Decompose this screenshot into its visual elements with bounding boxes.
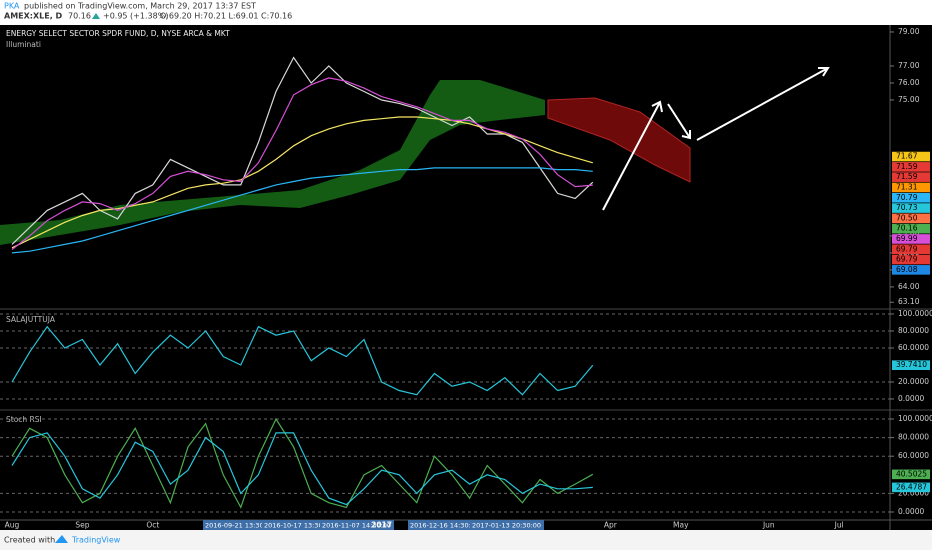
author: PKA bbox=[4, 2, 20, 11]
change: +0.95 (+1.38%) bbox=[103, 12, 168, 21]
axis-value-box bbox=[892, 213, 930, 224]
panel-subtitle: Illuminati bbox=[6, 40, 41, 49]
y-tick-label: 100.0000 bbox=[898, 414, 932, 423]
ohlc: O:69.20 H:70.21 L:69.01 C:70.16 bbox=[160, 12, 292, 21]
time-label-box bbox=[408, 520, 482, 530]
axis-value-box bbox=[892, 192, 930, 203]
ichimoku-cloud bbox=[0, 80, 545, 245]
time-label: 2016-11-07 14:30:00 bbox=[322, 522, 391, 530]
up-icon bbox=[92, 13, 100, 19]
series-line bbox=[11, 56, 594, 245]
axis-value-label: 69.79 bbox=[896, 255, 918, 264]
y-tick-label: 79.00 bbox=[898, 27, 920, 36]
x-tick-label: Jul bbox=[834, 521, 844, 530]
axis-value-label: 26.4787 bbox=[896, 482, 927, 491]
axis-value-box bbox=[892, 162, 930, 172]
y-tick-label: 20.0000 bbox=[898, 377, 929, 386]
axis-value-box bbox=[892, 223, 930, 234]
axis-value-label: 70.79 bbox=[896, 193, 918, 202]
time-label: 2016-09-21 13:30:00 bbox=[205, 522, 274, 530]
axis-value-box bbox=[892, 172, 930, 182]
footer-brand: TradingView bbox=[71, 536, 121, 545]
series-line bbox=[11, 77, 593, 250]
header-bar bbox=[0, 0, 932, 25]
axis-value-label: 39.7410 bbox=[896, 360, 927, 369]
series-line bbox=[11, 417, 594, 509]
time-label-box bbox=[203, 520, 277, 530]
axis-value-box bbox=[892, 265, 930, 275]
time-label: 2016-12-16 14:30:00 bbox=[410, 522, 479, 530]
panel-title: ENERGY SELECT SECTOR SPDR FUND, D, NYSE … bbox=[6, 29, 230, 38]
time-label-box bbox=[320, 520, 394, 530]
published: published on TradingView.com, March 29, … bbox=[24, 2, 256, 11]
axis-value-box bbox=[892, 360, 930, 370]
axis-value-box bbox=[892, 203, 930, 213]
axis-value-label: 69.79 bbox=[896, 244, 918, 253]
footer-created: Created with bbox=[4, 536, 55, 545]
x-tick-label: Apr bbox=[604, 521, 618, 530]
axis-value-box bbox=[892, 254, 930, 265]
series-line bbox=[11, 116, 593, 249]
y-tick-label: 20.0000 bbox=[898, 488, 929, 497]
series-line bbox=[11, 167, 593, 254]
series-line bbox=[11, 325, 594, 396]
x-tick-label: Sep bbox=[75, 521, 89, 530]
x-tick-label: Aug bbox=[5, 521, 20, 530]
axis-value-label: 71.67 bbox=[896, 152, 918, 161]
axis-value-label: 70.73 bbox=[896, 203, 918, 212]
time-label-box bbox=[262, 520, 336, 530]
time-label: 2017-01-13 20:30:00 bbox=[472, 522, 541, 530]
panel-title: SALAJUTTUJA bbox=[6, 315, 56, 324]
y-tick-label: 60.0000 bbox=[898, 343, 929, 352]
forecast-arrows bbox=[602, 67, 830, 211]
time-label-box bbox=[470, 520, 544, 530]
axis-value-box bbox=[892, 151, 930, 162]
axis-value-box bbox=[892, 482, 930, 493]
last-price: 70.16 bbox=[68, 12, 91, 21]
symbol: AMEX:XLE, D bbox=[4, 12, 63, 21]
axis-value-label: 71.59 bbox=[896, 172, 918, 181]
footer-bar bbox=[0, 530, 932, 550]
y-tick-label: 0.0000 bbox=[898, 394, 924, 403]
y-tick-label: 80.0000 bbox=[898, 326, 929, 335]
series-line bbox=[11, 432, 593, 506]
axis-value-box bbox=[892, 244, 930, 255]
y-tick-label: 77.00 bbox=[898, 61, 920, 70]
y-tick-label: 0.0000 bbox=[898, 507, 924, 516]
y-tick-label: 63.10 bbox=[898, 297, 920, 306]
axis-value-label: 69.08 bbox=[896, 265, 918, 274]
y-tick-label: 80.0000 bbox=[898, 433, 929, 442]
x-tick-label: Jun bbox=[762, 521, 775, 530]
y-tick-label: 100.0000 bbox=[898, 309, 932, 318]
axis-value-label: 40.5025 bbox=[896, 469, 927, 478]
future-cloud bbox=[547, 97, 691, 183]
y-tick-label: 64.00 bbox=[898, 282, 920, 291]
panel-title: Stoch RSI bbox=[6, 415, 42, 424]
time-label: 2016-10-17 13:30:00 bbox=[264, 522, 333, 530]
axis-value-label: 71.59 bbox=[896, 162, 918, 171]
x-tick-label: 2017 bbox=[371, 521, 392, 530]
axis-value-label: 69.99 bbox=[896, 234, 918, 243]
axis-value-box bbox=[892, 182, 930, 193]
axis-value-label: 70.50 bbox=[896, 213, 918, 222]
y-tick-label: 75.00 bbox=[898, 95, 920, 104]
axis-value-label: 71.31 bbox=[896, 182, 918, 191]
y-tick-label: 60.0000 bbox=[898, 451, 929, 460]
x-tick-label: Oct bbox=[146, 521, 159, 530]
x-tick-label: May bbox=[673, 521, 689, 530]
axis-value-box bbox=[892, 234, 930, 244]
axis-value-label: 70.16 bbox=[896, 224, 918, 233]
y-tick-label: 76.00 bbox=[898, 78, 920, 87]
brand-icon bbox=[55, 535, 68, 543]
axis-value-box bbox=[892, 469, 930, 480]
